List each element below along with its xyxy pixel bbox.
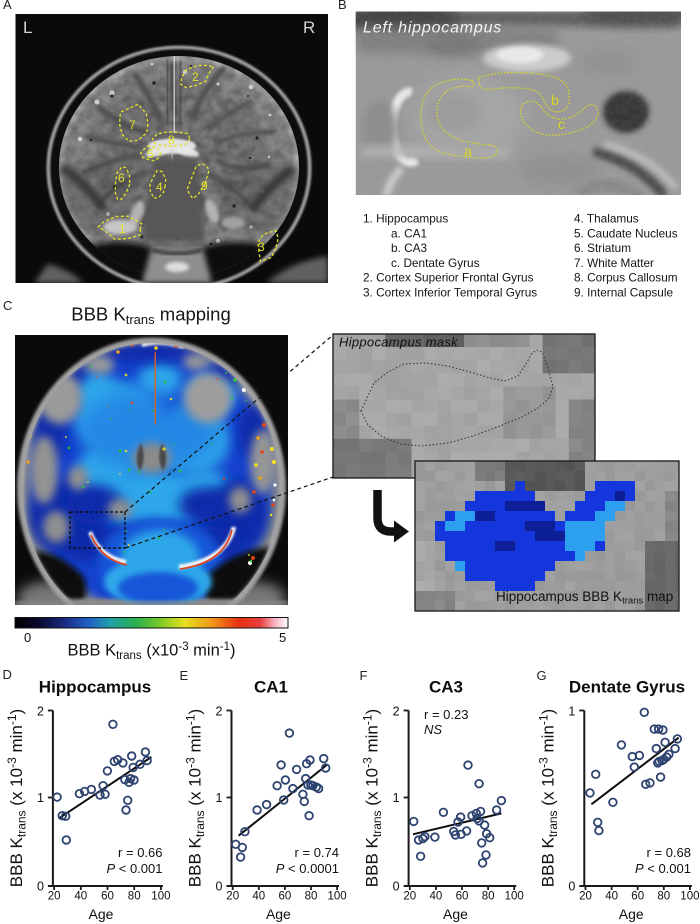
svg-text:80: 80 <box>657 891 670 903</box>
svg-text:6: 6 <box>118 171 125 185</box>
svg-text:a. CA1: a. CA1 <box>391 226 427 240</box>
svg-text:0: 0 <box>37 880 44 894</box>
svg-text:6. Striatum: 6. Striatum <box>574 241 631 255</box>
svg-text:G: G <box>537 668 547 683</box>
svg-text:Dentate Gyrus: Dentate Gyrus <box>569 678 685 697</box>
svg-text:1: 1 <box>568 705 575 719</box>
svg-text:4: 4 <box>156 180 163 194</box>
svg-text:60: 60 <box>101 891 114 903</box>
svg-text:CA1: CA1 <box>254 678 288 697</box>
svg-text:2: 2 <box>37 705 44 719</box>
svg-text:80: 80 <box>305 891 318 903</box>
svg-text:7: 7 <box>129 118 136 132</box>
svg-text:80: 80 <box>128 891 141 903</box>
svg-text:0: 0 <box>393 880 400 894</box>
svg-text:CA3: CA3 <box>429 678 463 697</box>
svg-text:P < 0.001: P < 0.001 <box>635 861 691 876</box>
svg-text:20: 20 <box>226 891 239 903</box>
svg-text:Age: Age <box>89 906 114 922</box>
svg-text:b: b <box>551 92 559 108</box>
svg-text:Age: Age <box>619 906 644 922</box>
svg-text:100: 100 <box>151 891 170 903</box>
svg-text:9: 9 <box>201 179 208 193</box>
svg-text:Left hippocampus: Left hippocampus <box>363 20 502 37</box>
svg-text:0: 0 <box>568 880 575 894</box>
svg-text:P < 0.001: P < 0.001 <box>106 861 162 876</box>
svg-text:B: B <box>338 0 347 12</box>
svg-text:a: a <box>464 143 472 159</box>
svg-text:40: 40 <box>74 891 87 903</box>
svg-text:5. Caudate Nucleus: 5. Caudate Nucleus <box>574 226 678 240</box>
svg-text:2: 2 <box>192 70 199 84</box>
svg-text:20: 20 <box>403 891 416 903</box>
svg-text:40: 40 <box>252 891 265 903</box>
svg-text:60: 60 <box>279 891 292 903</box>
svg-text:100: 100 <box>680 891 699 903</box>
svg-text:8: 8 <box>168 133 175 147</box>
svg-text:1. Hippocampus: 1. Hippocampus <box>363 212 448 226</box>
svg-text:b. CA3: b. CA3 <box>391 241 428 255</box>
svg-text:0: 0 <box>216 880 223 894</box>
svg-text:r = 0.68: r = 0.68 <box>647 845 691 860</box>
svg-text:BBB Ktrans (x 10-3 min-1): BBB Ktrans (x 10-3 min-1) <box>361 709 385 887</box>
svg-text:3: 3 <box>258 240 265 254</box>
svg-text:A: A <box>3 0 12 12</box>
svg-text:R: R <box>303 18 315 37</box>
svg-text:7. White Matter: 7. White Matter <box>574 256 654 270</box>
svg-text:Hippocampus mask: Hippocampus mask <box>339 335 459 350</box>
svg-text:100: 100 <box>328 891 347 903</box>
svg-text:0: 0 <box>24 630 31 645</box>
svg-text:r = 0.66: r = 0.66 <box>118 845 162 860</box>
svg-text:3. Cortex Inferior Temporal Gy: 3. Cortex Inferior Temporal Gyrus <box>363 286 537 300</box>
svg-text:Age: Age <box>443 906 468 922</box>
svg-text:4. Thalamus: 4. Thalamus <box>574 212 639 226</box>
svg-text:P < 0.0001: P < 0.0001 <box>276 861 339 876</box>
svg-text:5: 5 <box>279 630 286 645</box>
svg-text:c: c <box>558 116 565 132</box>
svg-text:2: 2 <box>216 705 223 719</box>
svg-text:BBB Ktrans (x 10-3 min-1): BBB Ktrans (x 10-3 min-1) <box>536 709 560 887</box>
svg-text:r = 0.23: r = 0.23 <box>424 707 468 722</box>
svg-text:c. Dentate Gyrus: c. Dentate Gyrus <box>391 256 480 270</box>
svg-text:2. Cortex Superior Frontal Gyr: 2. Cortex Superior Frontal Gyrus <box>363 271 534 285</box>
svg-text:60: 60 <box>631 891 644 903</box>
svg-text:Hippocampus BBB Ktrans map: Hippocampus BBB Ktrans map <box>496 589 673 607</box>
svg-text:60: 60 <box>456 891 469 903</box>
svg-text:1: 1 <box>393 791 400 805</box>
svg-text:1: 1 <box>37 791 44 805</box>
svg-text:40: 40 <box>430 891 443 903</box>
svg-text:9. Internal Capsule: 9. Internal Capsule <box>574 286 673 300</box>
svg-text:BBB Ktrans (x 10-3 min-1): BBB Ktrans (x 10-3 min-1) <box>184 709 208 887</box>
svg-text:r = 0.74: r = 0.74 <box>295 845 339 860</box>
svg-text:Hippocampus: Hippocampus <box>39 678 151 697</box>
svg-text:40: 40 <box>605 891 618 903</box>
svg-text:C: C <box>3 298 12 313</box>
svg-text:F: F <box>360 668 368 683</box>
svg-text:80: 80 <box>482 891 495 903</box>
svg-text:100: 100 <box>505 891 524 903</box>
svg-text:2: 2 <box>393 705 400 719</box>
svg-text:D: D <box>3 667 12 682</box>
svg-text:BBB Ktrans (x10-3 min-1): BBB Ktrans (x10-3 min-1) <box>67 641 235 662</box>
svg-text:1: 1 <box>216 791 223 805</box>
svg-text:BBB Ktrans mapping: BBB Ktrans mapping <box>71 304 231 328</box>
svg-text:20: 20 <box>48 891 61 903</box>
svg-text:5: 5 <box>147 147 154 161</box>
svg-text:NS: NS <box>424 722 442 737</box>
svg-text:Age: Age <box>266 906 291 922</box>
svg-text:L: L <box>23 18 32 37</box>
svg-text:8. Corpus Callosum: 8. Corpus Callosum <box>574 271 678 285</box>
svg-text:1: 1 <box>119 222 126 236</box>
svg-text:20: 20 <box>579 891 592 903</box>
svg-text:BBB Ktrans (x 10-3 min-1): BBB Ktrans (x 10-3 min-1) <box>5 709 29 887</box>
svg-text:E: E <box>180 668 189 683</box>
